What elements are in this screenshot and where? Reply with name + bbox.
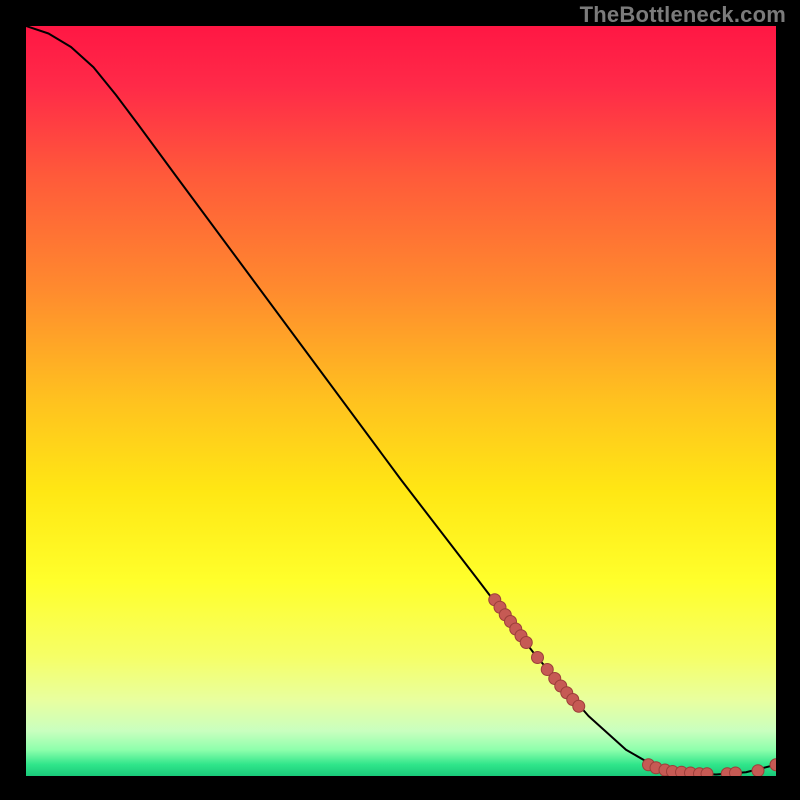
data-marker <box>730 767 742 776</box>
data-marker <box>752 765 764 776</box>
plot-area <box>26 26 776 776</box>
data-marker <box>573 700 585 712</box>
data-marker <box>701 768 713 776</box>
watermark-text: TheBottleneck.com <box>580 2 786 28</box>
chart-svg <box>26 26 776 776</box>
data-marker <box>532 652 544 664</box>
chart-stage: TheBottleneck.com <box>0 0 800 800</box>
gradient-background <box>26 26 776 776</box>
data-marker <box>520 637 532 649</box>
